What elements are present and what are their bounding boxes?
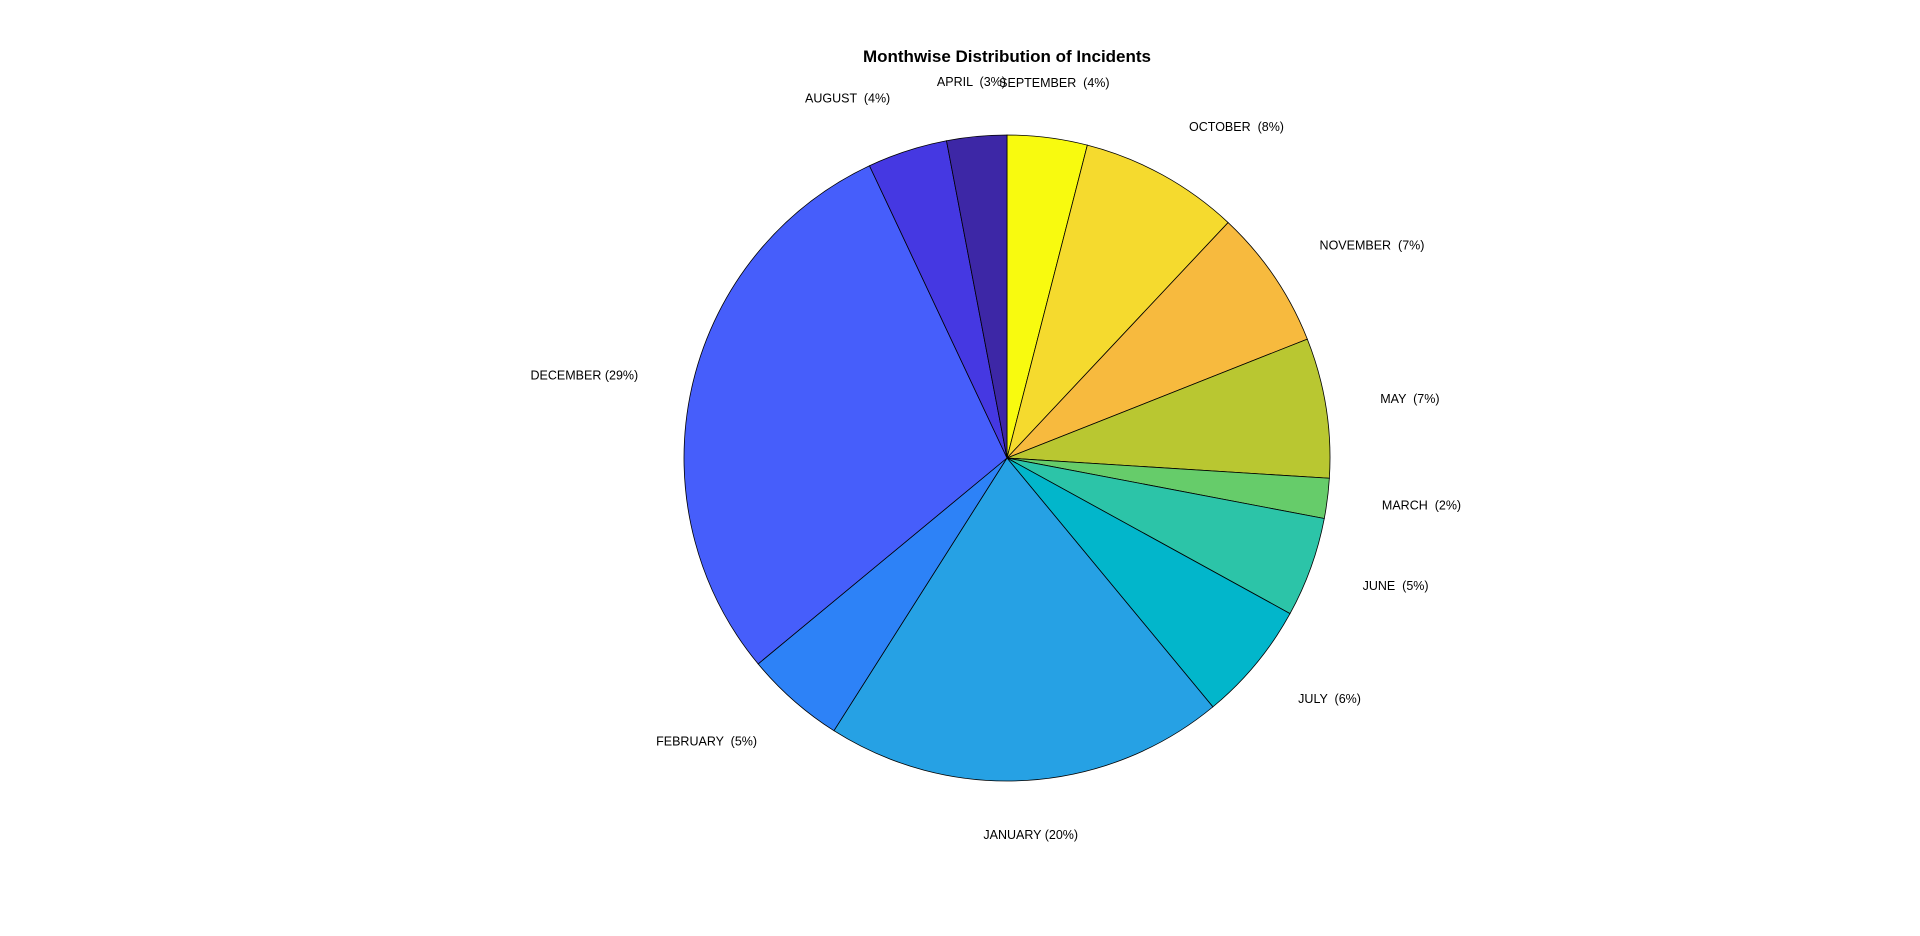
pie-label-april: APRIL (3%)	[937, 75, 1006, 89]
pie-label-january: JANUARY (20%)	[983, 828, 1078, 842]
pie-label-august: AUGUST (4%)	[805, 92, 890, 106]
pie-slice-may	[1006, 338, 1331, 479]
pie-slice-october	[1006, 144, 1229, 459]
pie-label-june: JUNE (5%)	[1363, 579, 1429, 593]
pie-label-december: DECEMBER (29%)	[531, 369, 639, 383]
chart-title: Monthwise Distribution of Incidents	[863, 47, 1151, 66]
pie-slice-april	[946, 134, 1008, 459]
pie-slice-january	[833, 457, 1214, 782]
pie-label-march: MARCH (2%)	[1382, 498, 1461, 512]
pie-slices	[683, 134, 1331, 782]
pie-label-october: OCTOBER (8%)	[1189, 120, 1284, 134]
pie-labels: SEPTEMBER (4%) OCTOBER (8%) NOVEMBER (7%) M…	[531, 75, 1462, 842]
pie-label-november: NOVEMBER (7%)	[1320, 239, 1425, 253]
pie-slice-july	[1006, 457, 1291, 708]
pie-label-february: FEBRUARY (5%)	[656, 734, 757, 748]
pie-slice-november	[1006, 221, 1308, 459]
pie-label-may: MAY (7%)	[1380, 392, 1439, 406]
pie-slice-december	[683, 165, 1008, 665]
pie-label-july: JULY (6%)	[1298, 692, 1361, 706]
pie-label-september: SEPTEMBER (4%)	[999, 76, 1109, 90]
